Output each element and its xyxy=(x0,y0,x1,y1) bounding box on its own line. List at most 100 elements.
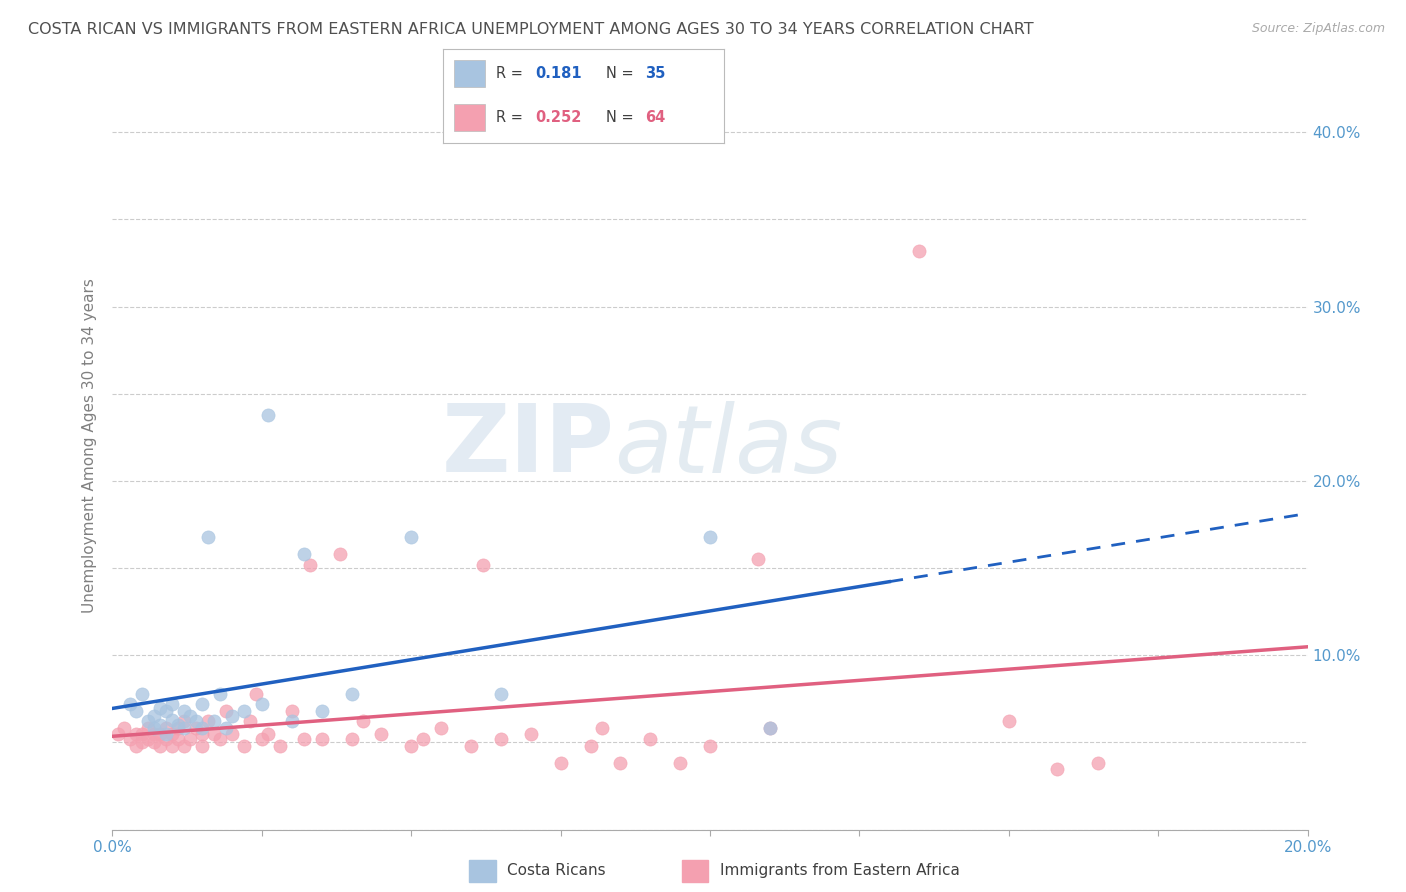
Y-axis label: Unemployment Among Ages 30 to 34 years: Unemployment Among Ages 30 to 34 years xyxy=(82,278,97,614)
Point xyxy=(125,704,148,718)
Point xyxy=(340,731,363,746)
Point xyxy=(747,552,769,566)
Point xyxy=(489,731,512,746)
Point xyxy=(215,722,238,736)
Point xyxy=(550,756,572,771)
Point xyxy=(173,739,195,753)
Text: ZIP: ZIP xyxy=(441,400,614,492)
Point xyxy=(191,726,214,740)
Point xyxy=(138,731,160,746)
Point xyxy=(640,731,662,746)
Text: COSTA RICAN VS IMMIGRANTS FROM EASTERN AFRICA UNEMPLOYMENT AMONG AGES 30 TO 34 Y: COSTA RICAN VS IMMIGRANTS FROM EASTERN A… xyxy=(28,22,1033,37)
Point xyxy=(340,687,363,701)
Point xyxy=(281,714,304,729)
Text: 0.252: 0.252 xyxy=(536,110,582,125)
Point xyxy=(191,739,214,753)
Text: R =: R = xyxy=(496,66,527,81)
Point xyxy=(221,726,243,740)
Point xyxy=(908,244,931,258)
Point xyxy=(699,739,721,753)
Point xyxy=(311,731,333,746)
Point xyxy=(257,408,280,422)
Point xyxy=(107,726,129,740)
Point xyxy=(298,558,321,572)
Point xyxy=(353,714,375,729)
Point xyxy=(131,687,153,701)
Point xyxy=(370,726,392,740)
Point xyxy=(245,687,267,701)
Point xyxy=(131,735,153,749)
Point xyxy=(167,731,190,746)
Point xyxy=(186,722,208,736)
Point xyxy=(233,704,256,718)
Text: 0.181: 0.181 xyxy=(536,66,582,81)
Point xyxy=(209,731,232,746)
Point xyxy=(155,704,177,718)
Point xyxy=(173,704,195,718)
Point xyxy=(699,530,721,544)
Point xyxy=(197,530,219,544)
Point xyxy=(609,756,631,771)
Point xyxy=(460,739,482,753)
Text: Costa Ricans: Costa Ricans xyxy=(508,863,606,878)
Point xyxy=(191,697,214,711)
Point xyxy=(202,714,225,729)
Point xyxy=(239,714,262,729)
Text: Source: ZipAtlas.com: Source: ZipAtlas.com xyxy=(1251,22,1385,36)
Point xyxy=(202,726,225,740)
Point xyxy=(281,704,304,718)
Point xyxy=(1087,756,1109,771)
Point xyxy=(125,726,148,740)
FancyBboxPatch shape xyxy=(454,104,485,130)
Point xyxy=(186,714,208,729)
Point xyxy=(250,731,273,746)
Point xyxy=(125,739,148,753)
Point xyxy=(998,714,1021,729)
Point xyxy=(472,558,495,572)
Point xyxy=(149,726,172,740)
Point xyxy=(191,722,214,736)
Point xyxy=(233,739,256,753)
Point xyxy=(167,722,190,736)
Point xyxy=(292,547,315,561)
Point xyxy=(269,739,291,753)
Point xyxy=(131,726,153,740)
Point xyxy=(179,709,201,723)
Point xyxy=(143,726,166,740)
Point xyxy=(138,714,160,729)
Point xyxy=(257,726,280,740)
Point xyxy=(759,722,782,736)
Point xyxy=(162,697,183,711)
Point xyxy=(167,718,190,732)
Point xyxy=(250,697,273,711)
Text: N =: N = xyxy=(606,66,638,81)
Point xyxy=(221,709,243,723)
Text: Immigrants from Eastern Africa: Immigrants from Eastern Africa xyxy=(720,863,960,878)
Point xyxy=(401,530,423,544)
Point xyxy=(149,739,172,753)
Point xyxy=(149,700,172,714)
Point xyxy=(162,726,183,740)
Point xyxy=(149,718,172,732)
Point xyxy=(292,731,315,746)
Point xyxy=(120,731,142,746)
Point xyxy=(143,735,166,749)
Point xyxy=(143,722,166,736)
Text: R =: R = xyxy=(496,110,527,125)
Point xyxy=(489,687,512,701)
Point xyxy=(412,731,434,746)
FancyBboxPatch shape xyxy=(682,861,709,882)
Point xyxy=(155,722,177,736)
Point xyxy=(120,697,142,711)
Point xyxy=(114,722,135,736)
Point xyxy=(173,722,195,736)
Point xyxy=(173,714,195,729)
Point xyxy=(592,722,614,736)
Point xyxy=(579,739,602,753)
Point xyxy=(179,731,201,746)
FancyBboxPatch shape xyxy=(454,61,485,87)
Point xyxy=(209,687,232,701)
FancyBboxPatch shape xyxy=(470,861,496,882)
Point xyxy=(162,739,183,753)
Point xyxy=(138,722,160,736)
